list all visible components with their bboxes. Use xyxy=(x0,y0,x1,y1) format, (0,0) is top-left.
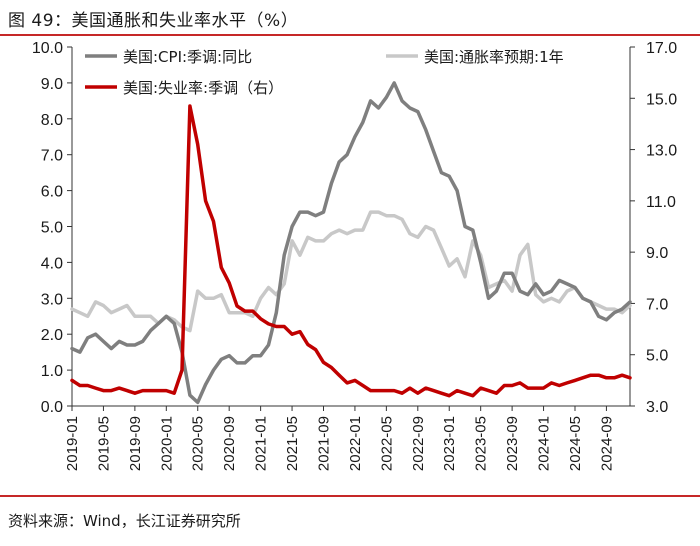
x-tick-label: 2023-01 xyxy=(441,416,458,471)
series-line-1 xyxy=(70,210,632,333)
y-tick-label: 3.0 xyxy=(41,291,63,308)
y2-tick-label: 5.0 xyxy=(646,348,668,365)
legend-label: 美国:失业率:季调（右） xyxy=(123,79,283,97)
y-tick-label: 4.0 xyxy=(41,255,63,272)
legend-label: 美国:CPI:季调:同比 xyxy=(123,48,252,66)
x-tick-label: 2022-01 xyxy=(347,416,364,471)
x-tick-label: 2020-05 xyxy=(190,416,207,471)
x-tick-label: 2024-05 xyxy=(567,416,584,471)
y2-tick-label: 3.0 xyxy=(646,399,668,416)
x-tick-label: 2020-01 xyxy=(158,416,175,471)
source-note: 资料来源：Wind，长江证券研究所 xyxy=(8,512,241,530)
y-tick-label: 6.0 xyxy=(41,184,63,201)
x-tick-label: 2024-01 xyxy=(536,416,553,471)
x-tick-label: 2021-05 xyxy=(284,416,301,471)
y-tick-label: 8.0 xyxy=(41,112,63,129)
y-tick-label: 1.0 xyxy=(41,363,63,380)
series-line-2 xyxy=(70,104,632,398)
x-tick-label: 2022-05 xyxy=(378,416,395,471)
x-tick-label: 2023-05 xyxy=(473,416,490,471)
line-chart: 0.0 1.0 2.0 3.0 4.0 5.0 6.0 7.0 8.0 9.0 10.0 3.0 5.0… xyxy=(32,40,677,471)
y-tick-label: 5.0 xyxy=(41,220,63,237)
x-tick-label: 2021-09 xyxy=(315,416,332,471)
y2-tick-label: 15.0 xyxy=(646,91,677,108)
y-tick-label: 10.0 xyxy=(32,40,63,57)
y-tick-label: 7.0 xyxy=(41,148,63,165)
series-line-0 xyxy=(70,81,632,405)
x-tick-label: 2019-09 xyxy=(127,416,144,471)
chart-title: 图 49：美国通胀和失业率水平（%） xyxy=(8,11,299,31)
y-tick-label: 0.0 xyxy=(41,399,63,416)
x-tick-label: 2019-01 xyxy=(64,416,81,471)
x-tick-label: 2023-09 xyxy=(504,416,521,471)
x-tick-label: 2021-01 xyxy=(253,416,270,471)
y2-tick-label: 11.0 xyxy=(646,194,676,211)
x-tick-label: 2019-05 xyxy=(95,416,112,471)
y2-tick-label: 7.0 xyxy=(646,296,668,313)
legend-label: 美国:通胀率预期:1年 xyxy=(424,48,564,66)
y2-tick-label: 13.0 xyxy=(646,143,677,160)
y2-tick-label: 17.0 xyxy=(646,40,677,57)
title-divider xyxy=(0,34,700,36)
series-lines xyxy=(70,81,632,405)
y2-tick-label: 9.0 xyxy=(646,245,668,262)
axes-group: 0.0 1.0 2.0 3.0 4.0 5.0 6.0 7.0 8.0 9.0 10.0 3.0 5.0… xyxy=(32,40,677,471)
x-tick-label: 2020-09 xyxy=(221,416,238,471)
x-tick-label: 2022-09 xyxy=(410,416,427,471)
y-tick-label: 2.0 xyxy=(41,327,63,344)
x-tick-label: 2024-09 xyxy=(598,416,615,471)
y-tick-label: 9.0 xyxy=(41,76,63,93)
footer-divider xyxy=(0,495,700,497)
